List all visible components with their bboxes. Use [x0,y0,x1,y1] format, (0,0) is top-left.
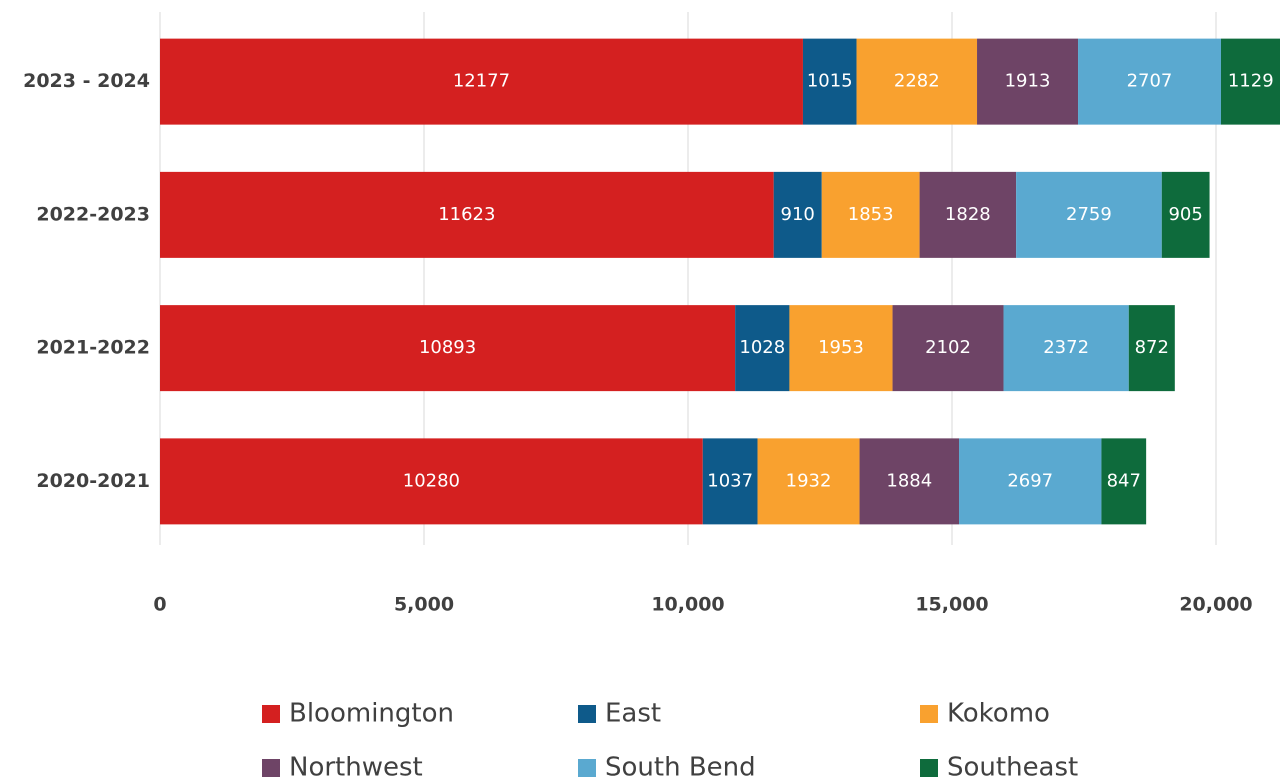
bar-segment [821,171,920,258]
legend-swatch [262,759,280,777]
x-tick-label: 10,000 [651,594,724,616]
data-label: 2282 [894,71,940,92]
x-tick-label: 5,000 [394,594,454,616]
bar-segment [859,438,960,525]
bar-segment [959,438,1102,525]
y-tick-label: 2021-2022 [36,337,150,359]
data-label: 2102 [925,337,971,358]
bar-segment [789,305,893,392]
data-label: 847 [1107,470,1141,491]
x-tick-label: 0 [153,594,166,616]
data-label: 2759 [1066,204,1112,225]
bar-segment [802,38,857,125]
bar-segment [892,305,1004,392]
legend-swatch [578,759,596,777]
data-label: 1828 [945,204,991,225]
legend-label: South Bend [605,753,756,783]
legend-swatch [920,759,938,777]
bar-segment [1078,38,1221,125]
data-label: 1015 [807,71,853,92]
data-label: 12177 [453,71,510,92]
legend-label: East [605,699,661,729]
data-label: 10893 [419,337,476,358]
bar-segment [1220,38,1280,125]
legend-swatch [578,705,596,723]
data-label: 910 [781,204,815,225]
data-label: 1028 [739,337,785,358]
bar-segment [773,171,822,258]
data-label: 1853 [848,204,894,225]
data-label: 1884 [886,470,932,491]
data-label: 905 [1168,204,1202,225]
bar-segment [1101,438,1147,525]
data-label: 872 [1135,337,1169,358]
data-label: 1037 [707,470,753,491]
bar-segment [977,38,1079,125]
legend-label: Kokomo [947,699,1050,729]
data-label: 1932 [786,470,832,491]
legend-label: Bloomington [289,699,454,729]
y-tick-label: 2023 - 2024 [23,70,150,92]
data-label: 2697 [1007,470,1053,491]
legend-label: Northwest [289,753,423,783]
y-tick-label: 2020-2021 [36,470,150,492]
bar-segment [757,438,860,525]
bar-segment [1128,305,1175,392]
bar-segment [1003,305,1129,392]
data-label: 1129 [1228,71,1274,92]
bar-segment [1161,171,1210,258]
legend-label: Southeast [947,753,1078,783]
bar-segment [160,171,774,258]
x-tick-label: 20,000 [1179,594,1252,616]
data-label: 1953 [818,337,864,358]
legend-swatch [920,705,938,723]
data-label: 1913 [1005,71,1051,92]
bar-segment [1016,171,1162,258]
bar-segment [160,38,803,125]
data-label: 2707 [1127,71,1173,92]
x-tick-label: 15,000 [915,594,988,616]
bar-segment [160,305,736,392]
data-label: 11623 [438,204,495,225]
data-label: 2372 [1043,337,1089,358]
legend-swatch [262,705,280,723]
bar-segment [702,438,758,525]
bar-segment [735,305,790,392]
data-label: 10280 [403,470,460,491]
bar-segment [919,171,1017,258]
y-tick-label: 2022-2023 [36,203,150,225]
bar-segment [856,38,978,125]
bar-segment [160,438,703,525]
